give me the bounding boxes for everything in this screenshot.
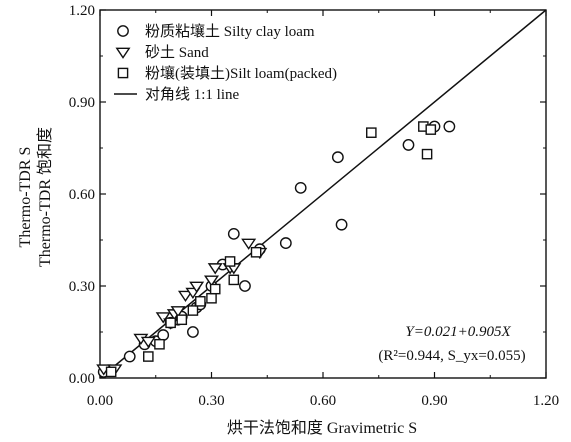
- square-point: [366, 127, 377, 138]
- circle-point: [123, 350, 136, 363]
- data-points: [96, 120, 456, 378]
- square-point: [228, 274, 240, 286]
- circle-point: [227, 227, 240, 240]
- triangle-point: [207, 263, 223, 275]
- circle-point: [279, 237, 292, 249]
- circle-point: [239, 280, 251, 292]
- legend-circle-marker: [117, 25, 129, 37]
- y-tick-label: 1.20: [69, 3, 95, 19]
- circle-point: [294, 181, 307, 194]
- square-point: [421, 148, 433, 160]
- triangle-point: [189, 281, 205, 293]
- legend-label: 粉质粘壤土 Silty clay loam: [145, 22, 315, 40]
- legend-label: 砂土 Sand: [145, 44, 209, 61]
- square-point: [425, 124, 437, 135]
- circle-point: [187, 326, 199, 338]
- square-point: [224, 256, 236, 267]
- circle-point: [443, 120, 456, 133]
- square-point: [209, 283, 221, 295]
- circle-point: [157, 329, 170, 341]
- square-point: [250, 246, 262, 258]
- triangle-point: [241, 238, 257, 250]
- legend-triangle-marker: [115, 47, 131, 59]
- x-tick-label: 0.00: [87, 393, 113, 409]
- circle-point: [402, 139, 415, 151]
- legend-label: 粉壤(装填土)Silt loam(packed): [145, 64, 337, 82]
- y-tick-label: 0.00: [69, 371, 95, 387]
- x-tick-label: 0.30: [198, 393, 224, 409]
- axis-ticks: 0.00 0.30 0.60 0.90 1.20 0.00 0.30 0.60 0.90 1.20: [69, 3, 559, 409]
- y-tick-label: 0.60: [69, 187, 95, 203]
- triangle-point: [140, 336, 156, 349]
- x-tick-label: 0.90: [421, 393, 447, 409]
- y-tick-label: 0.90: [69, 95, 95, 111]
- legend: 粉质粘壤土 Silty clay loam 砂土 Sand 粉壤(装填土)Silt …: [114, 22, 337, 103]
- triangle-point: [177, 290, 193, 303]
- x-tick-label: 0.60: [310, 393, 336, 409]
- triangle-point: [170, 306, 186, 318]
- x-axis-title: 烘干法饱和度 Gravimetric S: [227, 419, 417, 437]
- legend-square-marker: [117, 67, 129, 79]
- y-tick-label: 0.30: [69, 279, 95, 295]
- y-axis-title-line1: Thermo-TDR S: [17, 147, 34, 248]
- square-point: [206, 292, 217, 304]
- triangle-point: [203, 275, 220, 287]
- circle-point: [331, 151, 344, 164]
- regression-equation: Y=0.021+0.905X: [405, 324, 511, 340]
- square-point: [176, 314, 188, 326]
- square-point: [105, 366, 117, 378]
- square-point: [187, 305, 199, 316]
- legend-label: 对角线 1:1 line: [145, 86, 240, 103]
- square-point: [165, 317, 176, 329]
- square-point: [154, 338, 165, 350]
- x-tick-label: 1.20: [533, 393, 559, 409]
- y-axis-title-line2: Thermo-TDR 饱和度: [36, 127, 54, 267]
- square-point: [143, 351, 154, 362]
- circle-point: [335, 218, 348, 231]
- regression-stats: (R²=0.944, S_yx=0.055): [378, 348, 525, 364]
- square-point: [195, 296, 206, 307]
